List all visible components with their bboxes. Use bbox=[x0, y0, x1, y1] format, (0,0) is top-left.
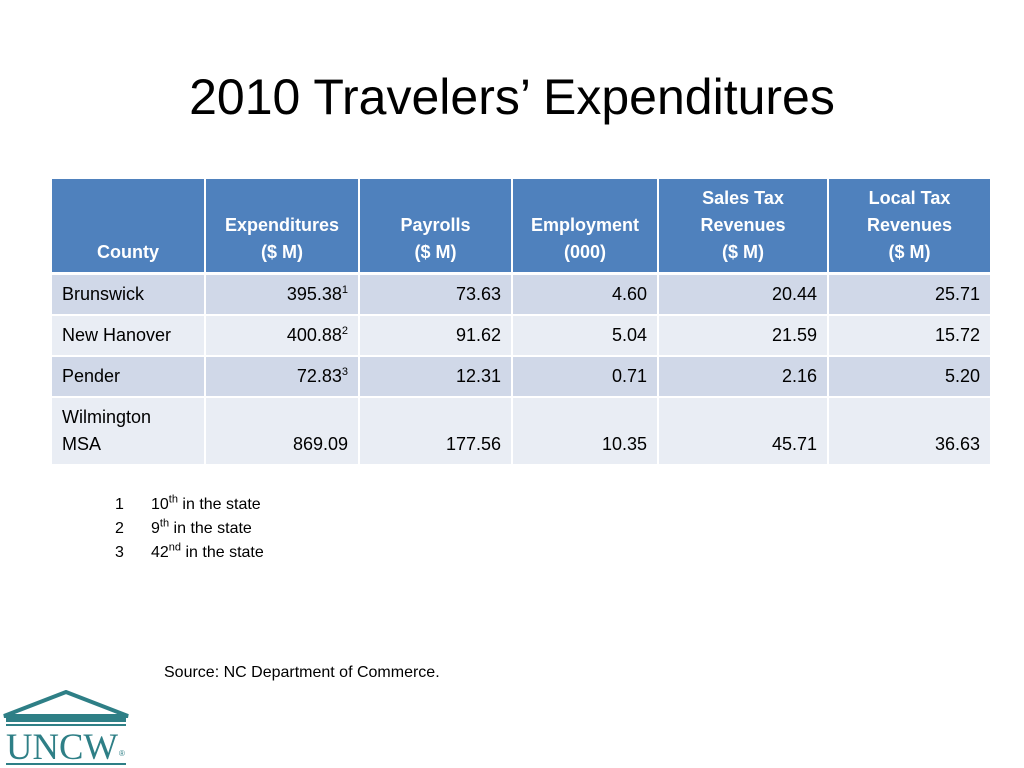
table-row: Pender 72.833 12.31 0.71 2.16 5.20 bbox=[52, 356, 990, 398]
source-note: Source: NC Department of Commerce. bbox=[164, 664, 440, 681]
expenditures-cell: 400.882 bbox=[205, 315, 360, 357]
payrolls-cell: 12.31 bbox=[359, 356, 513, 398]
uncw-logo: UNCW ® bbox=[3, 690, 129, 768]
local-tax-cell: 36.63 bbox=[828, 397, 990, 466]
local-tax-cell: 25.71 bbox=[828, 273, 990, 316]
payrolls-cell: 91.62 bbox=[359, 315, 513, 357]
county-cell: Brunswick bbox=[52, 273, 206, 316]
table-row: Brunswick 395.381 73.63 4.60 20.44 25.71 bbox=[52, 273, 990, 316]
header-employment: Employment (000) bbox=[512, 179, 659, 275]
header-local-tax: Local Tax Revenues ($ M) bbox=[828, 179, 990, 275]
sales-tax-cell: 20.44 bbox=[658, 273, 829, 316]
svg-text:®: ® bbox=[119, 749, 125, 758]
county-cell: Wilmington MSA bbox=[52, 397, 206, 466]
expenditures-cell: 395.381 bbox=[205, 273, 360, 316]
employment-cell: 0.71 bbox=[512, 356, 659, 398]
table-row: New Hanover 400.882 91.62 5.04 21.59 15.… bbox=[52, 315, 990, 357]
footnotes: 1 10th in the state 2 9th in the state 3… bbox=[115, 493, 264, 565]
slide-title: 2010 Travelers’ Expenditures bbox=[189, 69, 835, 125]
county-cell: New Hanover bbox=[52, 315, 206, 357]
table-row: Wilmington MSA 869.09 177.56 10.35 45.71 … bbox=[52, 397, 990, 466]
payrolls-cell: 73.63 bbox=[359, 273, 513, 316]
local-tax-cell: 5.20 bbox=[828, 356, 990, 398]
header-county: County bbox=[52, 179, 206, 275]
table-header-row: County Expenditures ($ M) Payrolls ($ M) E… bbox=[52, 179, 990, 275]
svg-text:UNCW: UNCW bbox=[6, 727, 118, 768]
county-cell: Pender bbox=[52, 356, 206, 398]
local-tax-cell: 15.72 bbox=[828, 315, 990, 357]
expenditures-table: County Expenditures ($ M) Payrolls ($ M) E… bbox=[52, 179, 990, 466]
expenditures-cell: 869.09 bbox=[205, 397, 360, 466]
sales-tax-cell: 21.59 bbox=[658, 315, 829, 357]
footnote: 3 42nd in the state bbox=[115, 541, 264, 561]
payrolls-cell: 177.56 bbox=[359, 397, 513, 466]
footnote: 1 10th in the state bbox=[115, 493, 261, 513]
footnote: 2 9th in the state bbox=[115, 517, 252, 537]
header-payrolls: Payrolls ($ M) bbox=[359, 179, 513, 275]
expenditures-cell: 72.833 bbox=[205, 356, 360, 398]
sales-tax-cell: 45.71 bbox=[658, 397, 829, 466]
header-expenditures: Expenditures ($ M) bbox=[205, 179, 360, 275]
employment-cell: 4.60 bbox=[512, 273, 659, 316]
header-sales-tax: Sales Tax Revenues ($ M) bbox=[658, 179, 829, 275]
sales-tax-cell: 2.16 bbox=[658, 356, 829, 398]
employment-cell: 5.04 bbox=[512, 315, 659, 357]
employment-cell: 10.35 bbox=[512, 397, 659, 466]
